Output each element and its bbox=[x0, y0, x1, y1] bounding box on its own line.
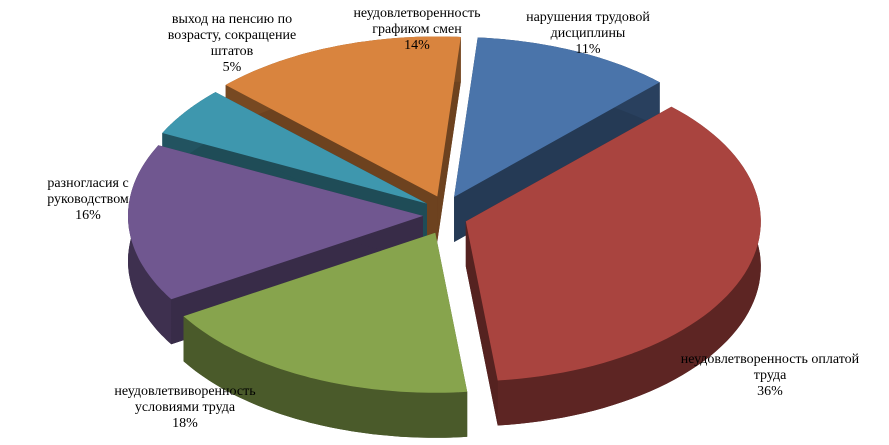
slice-top bbox=[162, 92, 428, 204]
slice-top bbox=[225, 36, 461, 197]
slice-wall bbox=[437, 37, 461, 242]
value-label: 16% bbox=[75, 208, 101, 223]
slice-top bbox=[128, 145, 423, 300]
slice-side bbox=[183, 316, 468, 438]
data-label: неудовлетворенность оплатой труда 36% bbox=[675, 352, 865, 400]
category-label: неудовлетворенность оплатой труда bbox=[680, 352, 860, 383]
slice-top bbox=[454, 37, 660, 197]
category-label: выход на пенсию по возрасту, сокращение … bbox=[167, 12, 297, 59]
slice bbox=[465, 106, 761, 426]
value-label: 11% bbox=[575, 42, 601, 57]
data-label: неудовлетвиворенность условиями труда 18% bbox=[85, 384, 285, 432]
data-label: разногласия с руководством 16% bbox=[13, 176, 163, 224]
slice-wall bbox=[465, 221, 498, 426]
category-label: неудовлетворенность графиком смен bbox=[353, 6, 481, 37]
value-label: 18% bbox=[172, 416, 198, 431]
slice-top bbox=[465, 106, 761, 381]
slice bbox=[183, 232, 468, 438]
slice-side bbox=[497, 106, 761, 426]
data-label: выход на пенсию по возрасту, сокращение … bbox=[147, 12, 317, 76]
category-label: разногласия с руководством bbox=[47, 176, 129, 207]
category-label: неудовлетвиворенность условиями труда bbox=[114, 384, 256, 415]
value-label: 5% bbox=[222, 60, 242, 75]
category-label: нарушения трудовой дисциплины bbox=[526, 10, 650, 41]
data-label: неудовлетворенность графиком смен 14% bbox=[332, 6, 502, 54]
value-label: 14% bbox=[404, 38, 430, 53]
slice-top bbox=[183, 232, 468, 393]
value-label: 36% bbox=[757, 384, 783, 399]
data-label: нарушения трудовой дисциплины 11% bbox=[503, 10, 673, 58]
